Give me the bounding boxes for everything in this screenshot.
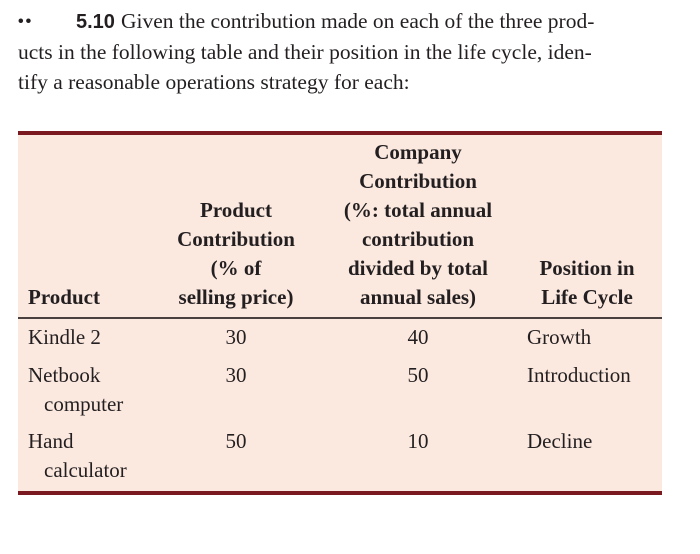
table-row-company-contribution: 40 xyxy=(407,325,429,349)
problem-number: 5.10 xyxy=(76,11,115,33)
table-row-company-contribution: 50 xyxy=(407,363,429,387)
table-row-product-contribution: 50 xyxy=(225,429,247,453)
product-table: Product Product Contribution (% of selli… xyxy=(18,131,662,495)
header-divider xyxy=(18,317,662,319)
table-row-product-contribution: 30 xyxy=(225,325,247,349)
problem-text-line: ucts in the following table and their po… xyxy=(18,40,592,64)
table-row-life-cycle: Introduction xyxy=(527,363,631,387)
table-row-life-cycle: Decline xyxy=(527,429,593,453)
header-product-contribution: Product Contribution (% of selling price… xyxy=(177,198,295,309)
problem-statement: •• 5.10 Given the contribution made on eac… xyxy=(18,6,668,97)
table-row-life-cycle: Growth xyxy=(527,325,592,349)
header-product: Product xyxy=(28,285,100,309)
problem-text-line: tify a reasonable operations strategy fo… xyxy=(18,70,410,94)
table-top-rule xyxy=(18,131,662,135)
header-life-cycle: Position in Life Cycle xyxy=(539,256,635,309)
table-bottom-rule xyxy=(18,491,662,495)
difficulty-marker: •• xyxy=(18,13,34,30)
problem-text-line: Given the contribution made on each of t… xyxy=(120,9,595,33)
table-row-product: Netbook computer xyxy=(28,363,124,416)
problem-line-1: •• 5.10 Given the contribution made on eac… xyxy=(18,6,668,37)
table-row-company-contribution: 10 xyxy=(407,429,429,453)
table-row-product: Kindle 2 xyxy=(28,325,101,349)
table-row-product: Hand calculator xyxy=(28,429,127,482)
table-row-product-contribution: 30 xyxy=(225,363,247,387)
header-company-contribution: Company Contribution (%: total annual co… xyxy=(343,140,493,309)
